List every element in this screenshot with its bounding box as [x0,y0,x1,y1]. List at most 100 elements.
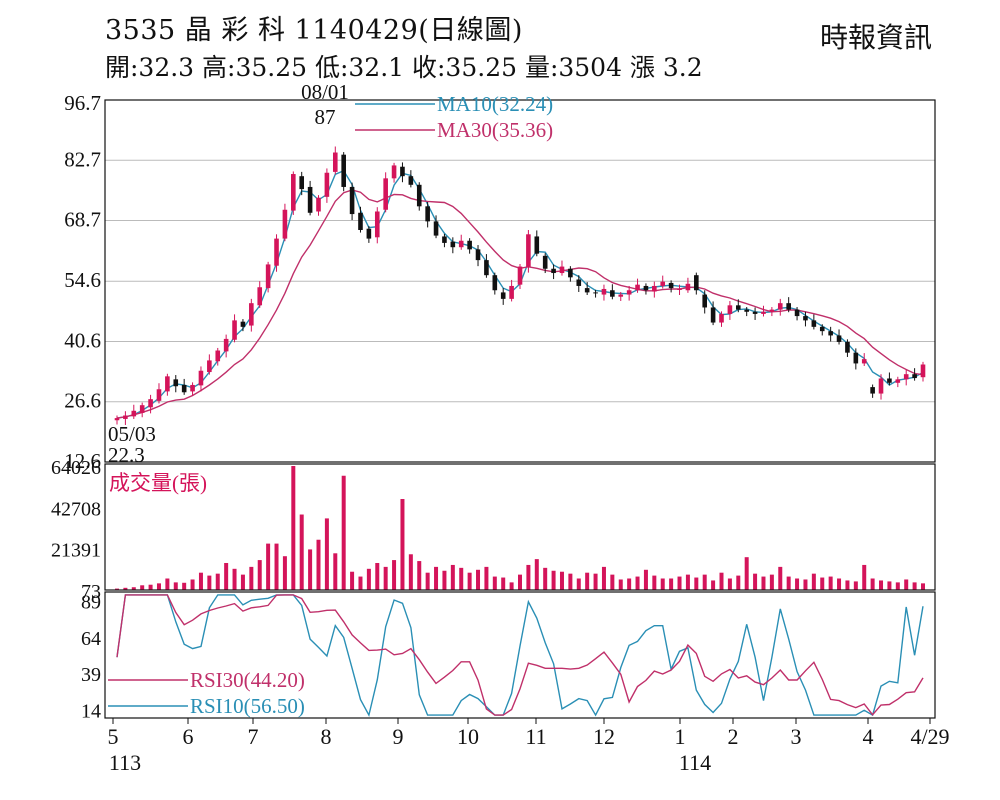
candle-body [173,379,179,387]
candle-body [408,176,414,185]
volume-bar [870,578,875,590]
volume-bar [442,570,447,590]
volume-bar [618,579,623,590]
volume-bar [828,576,833,590]
volume-bar [837,578,842,590]
volume-bar [711,580,716,590]
candle-body [114,418,120,421]
volume-bar [198,572,203,590]
brand-label: 時報資訊 [819,21,932,54]
volume-bar [778,566,783,590]
candle-body [341,154,346,187]
volume-tick-label: 21391 [51,540,101,562]
candle-body [912,374,917,379]
candle-body [794,309,800,317]
rsi-tick-label: 89 [81,592,101,614]
candle-body [568,268,573,278]
x-month-label: 12 [593,724,615,749]
volume-bar [257,560,262,590]
candle-body [769,309,775,312]
volume-bar [375,562,380,590]
candle-body [652,285,657,292]
x-month-label: 11 [525,724,546,749]
x-month-label: 3 [791,724,802,749]
rsi-legend-label: RSI10(56.50) [190,694,305,718]
label-layer: 96.7 82.7 68.7 54.6 40.6 26.6 12.6 MA10(32.24)M… [51,80,950,775]
volume-bar [173,582,178,590]
volume-bar [685,574,690,590]
volume-bar [392,560,397,590]
candle-body [677,288,682,290]
volume-bar [434,566,439,590]
volume-bar [534,559,539,590]
candle-body [576,279,582,286]
x-month-label: 8 [321,724,332,749]
volume-bar [299,514,304,590]
volume-bar [459,567,464,590]
candle-body [752,311,758,314]
candle-body [777,303,783,310]
candle-body [240,321,246,327]
volume-bar [660,578,665,590]
volume-bar [627,578,632,590]
volume-bar [879,580,884,590]
candle-body [584,288,590,293]
candle-body [819,326,825,332]
rsi-tick-label: 39 [81,664,101,686]
candle-body [391,165,397,179]
volume-bar [585,572,590,590]
volume-bar [131,587,136,590]
candle-body [610,290,615,297]
candle-body [660,281,666,286]
volume-bar [518,574,522,590]
candle-body [215,350,221,362]
volume-bar [333,553,338,590]
candle-body [744,309,749,312]
candle-body [324,172,330,197]
volume-bar [921,583,925,590]
candle-body [442,236,447,243]
candle-body [895,379,901,383]
volume-bar [224,562,229,590]
price-tick-label: 12.6 [64,449,101,473]
volume-bar [366,568,371,590]
volume-bar [576,578,581,590]
candle-body [374,211,380,238]
volume-bar [744,557,749,590]
candle-body [349,186,355,215]
candle-body [274,238,279,266]
candle-body [433,221,439,236]
volume-bar [476,569,481,590]
volume-bar [408,554,413,590]
volume-bar [736,575,741,590]
candle-body [626,290,632,295]
volume-bar [727,578,732,590]
candle-body [139,405,145,413]
legend-label: MA10(32.24) [437,92,553,116]
x-month-label: 9 [393,724,404,749]
peak-date-annotation: 08/01 [301,80,349,104]
volume-bar [266,543,271,590]
candle-body [131,410,137,417]
volume-bar [769,574,774,590]
candle-body [265,264,271,289]
candle-body [727,305,733,314]
candle-body [156,389,162,401]
candle-body [593,292,598,294]
x-year-label: 114 [679,750,711,775]
panel-frame [104,99,936,463]
volume-bar [308,549,313,590]
candle-body [710,307,716,323]
candle-body [484,260,489,276]
volume-bar [652,575,657,590]
x-month-label: 7 [248,724,259,749]
volume-bar [182,582,187,590]
candle-body [307,186,313,213]
volume-bar [811,573,816,590]
volume-bar [190,579,195,590]
volume-bar [148,584,153,590]
volume-bar [568,573,573,590]
candle-body [786,303,791,310]
volume-bar [509,582,514,590]
